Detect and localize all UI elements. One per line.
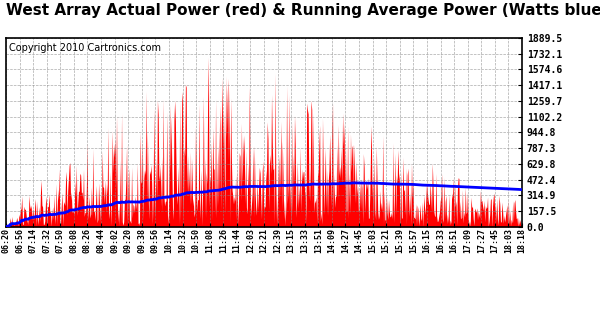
- Text: West Array Actual Power (red) & Running Average Power (Watts blue)  Fri Aug 13 1: West Array Actual Power (red) & Running …: [6, 3, 600, 18]
- Text: Copyright 2010 Cartronics.com: Copyright 2010 Cartronics.com: [8, 43, 161, 54]
